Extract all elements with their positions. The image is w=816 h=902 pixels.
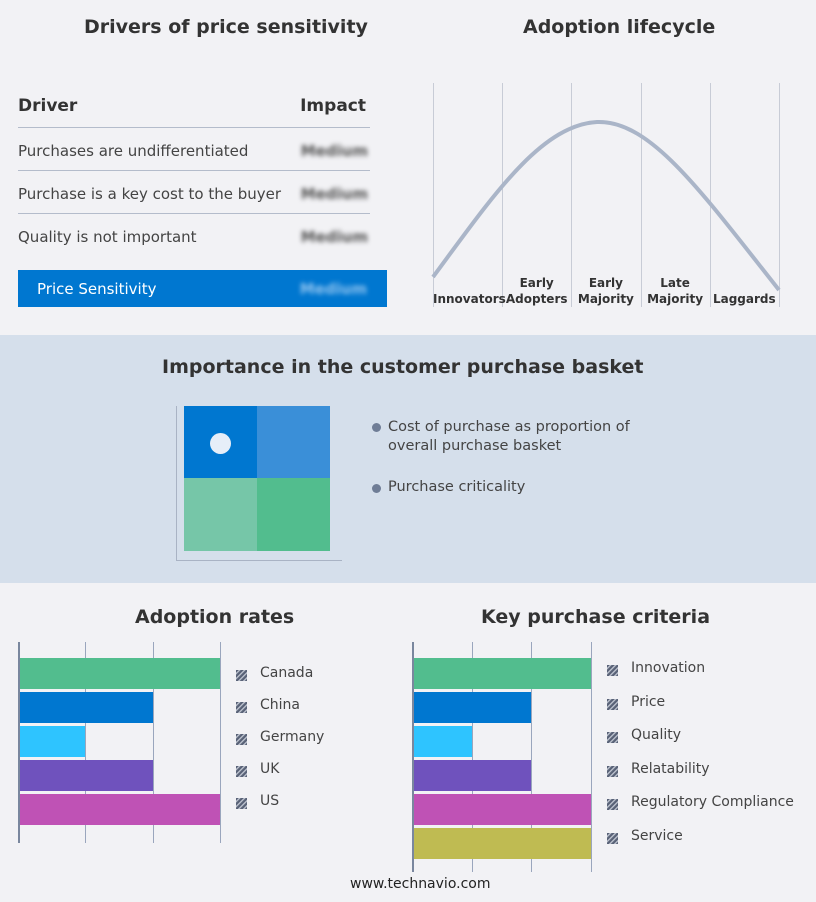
driver-label: Quality is not important <box>18 228 197 246</box>
basket-title: Importance in the customer purchase bask… <box>162 356 644 378</box>
price-sensitivity-summary: Price Sensitivity Medium <box>18 270 387 307</box>
bar-innovation <box>412 658 591 689</box>
legend-swatch-icon <box>607 799 618 811</box>
basket-bullet: Cost of purchase as proportion of overal… <box>388 419 630 454</box>
lifecycle-stage-label: Innovators <box>433 292 506 306</box>
kpc-title: Key purchase criteria <box>481 606 711 628</box>
bar-quality <box>412 726 472 757</box>
legend-label: Price <box>631 693 666 710</box>
legend-label: Germany <box>260 729 325 745</box>
footer-url: www.technavio.com <box>350 876 491 892</box>
legend-swatch-icon <box>236 702 247 713</box>
bar-service <box>412 828 591 859</box>
driver-row: Purchase is a key cost to the buyer Mediu… <box>18 171 370 214</box>
stage-divider <box>710 83 711 307</box>
matrix-quadrant <box>184 478 257 551</box>
gridline <box>591 642 592 872</box>
y-axis <box>18 642 20 843</box>
stage-divider <box>502 83 503 307</box>
basket-section <box>0 335 816 583</box>
legend-swatch-icon <box>236 766 247 777</box>
driver-row: Purchases are undifferentiated Medium <box>18 128 370 171</box>
legend-swatch-icon <box>607 765 618 777</box>
gridline <box>220 642 221 843</box>
bullet-icon <box>372 423 381 432</box>
impact-value: Medium <box>300 228 368 246</box>
drivers-header: Driver Impact <box>18 85 370 128</box>
legend-swatch-icon <box>607 665 618 676</box>
gridline <box>152 642 154 843</box>
matrix-quadrant <box>257 406 330 478</box>
adoption-rates-title: Adoption rates <box>135 606 295 628</box>
impact-col-header: Impact <box>300 96 366 116</box>
legend-swatch-icon <box>236 798 247 809</box>
legend-swatch-icon <box>607 698 618 710</box>
driver-row: Quality is not important Medium <box>18 214 370 257</box>
legend-label: Quality <box>631 727 682 744</box>
summary-impact: Medium <box>299 280 367 298</box>
gridline <box>531 642 533 872</box>
lifecycle-title: Adoption lifecycle <box>523 16 716 38</box>
stage-divider <box>779 83 780 307</box>
bar-relatability <box>412 760 532 791</box>
lifecycle-stage-label: Early Adopters <box>505 276 568 306</box>
legend-label: Canada <box>260 665 314 681</box>
position-marker <box>210 433 231 454</box>
y-axis <box>412 642 414 872</box>
bar-us <box>18 794 220 825</box>
bar-price <box>412 692 532 723</box>
gridline <box>85 642 87 843</box>
legend-label: Regulatory Compliance <box>631 794 794 811</box>
lifecycle-stage-label: Early Majority <box>577 276 634 306</box>
bar-china <box>18 692 153 723</box>
matrix-x-axis <box>176 560 342 561</box>
driver-label: Purchase is a key cost to the buyer <box>18 185 282 203</box>
matrix-y-axis <box>176 406 177 560</box>
legend-swatch-icon <box>607 732 618 744</box>
gridline <box>471 642 473 872</box>
legend-label: China <box>260 697 300 713</box>
drivers-title: Drivers of price sensitivity <box>84 16 368 38</box>
legend-label: UK <box>260 761 280 777</box>
legend-swatch-icon <box>236 670 247 681</box>
legend-swatch-icon <box>607 833 618 844</box>
driver-col-header: Driver <box>18 96 78 116</box>
impact-value: Medium <box>300 185 368 203</box>
legend-label: Service <box>631 828 683 844</box>
lifecycle-stage-label: Laggards <box>712 292 776 306</box>
stage-divider <box>641 83 642 307</box>
legend-swatch-icon <box>236 734 247 745</box>
stage-divider <box>571 83 572 307</box>
bar-canada <box>18 658 220 689</box>
bar-germany <box>18 726 86 757</box>
basket-bullet: Purchase criticality <box>388 479 526 495</box>
adoption-curve <box>431 119 781 292</box>
bar-uk <box>18 760 153 791</box>
lifecycle-stage-label: Late Majority <box>647 276 704 306</box>
legend-label: US <box>260 793 280 809</box>
impact-value: Medium <box>300 142 368 160</box>
legend-label: Innovation <box>631 660 706 676</box>
legend-label: Relatability <box>631 760 710 777</box>
bullet-icon <box>372 484 381 493</box>
bar-regulatory-compliance <box>412 794 591 825</box>
stage-divider <box>433 83 434 307</box>
matrix-quadrant <box>257 478 330 551</box>
summary-label: Price Sensitivity <box>37 280 157 298</box>
driver-label: Purchases are undifferentiated <box>18 142 249 160</box>
